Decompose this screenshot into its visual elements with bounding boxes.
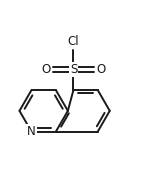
Text: O: O (41, 63, 50, 76)
Text: O: O (97, 63, 106, 76)
Text: N: N (27, 125, 36, 138)
Text: Cl: Cl (68, 35, 79, 48)
Text: S: S (70, 63, 77, 76)
